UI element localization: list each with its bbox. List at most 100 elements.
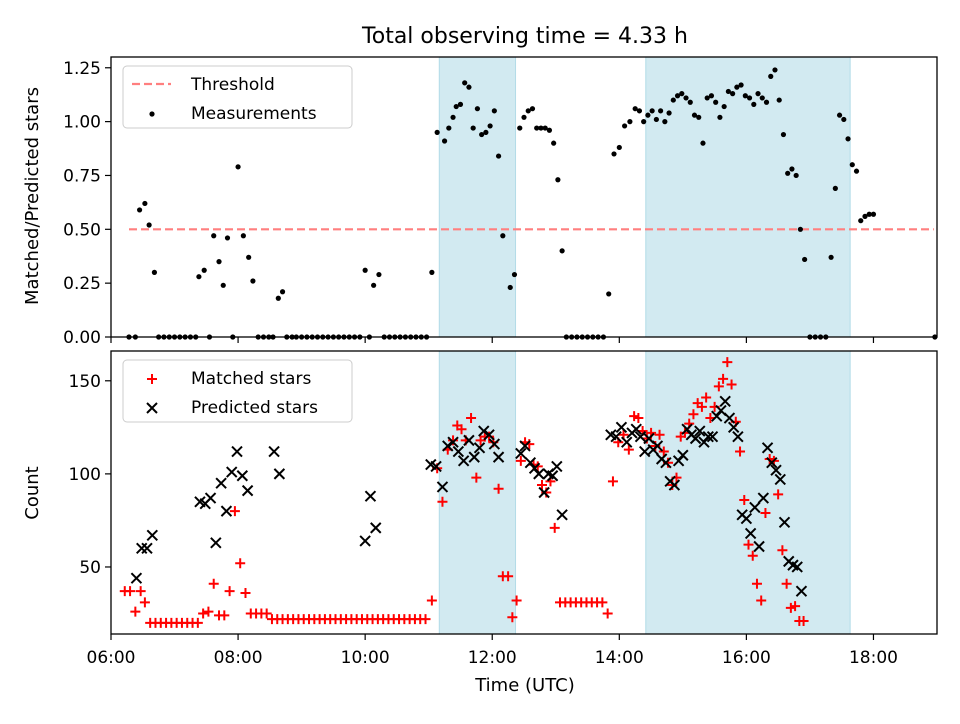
top-measurements-point [622, 123, 628, 129]
top-measurements-point [658, 108, 664, 114]
top-measurements-point [751, 101, 757, 107]
bottom-matched-stars-point [198, 608, 209, 619]
top-measurements-point [240, 233, 246, 239]
bottom-predicted-stars-point [546, 470, 559, 482]
bottom-predicted-stars-point [761, 442, 774, 454]
bottom-predicted-stars-point [226, 466, 238, 478]
top-y-tick-label: 0.00 [63, 328, 101, 348]
bottom-matched-stars-point [448, 435, 459, 446]
top-measurements-point [529, 106, 536, 112]
top-measurements-point [500, 233, 506, 239]
bottom-matched-stars-point [722, 357, 733, 368]
top-measurements-point [450, 114, 456, 120]
x-tick-label: 06:00 [87, 648, 136, 668]
bottom-predicted-stars-point [231, 445, 243, 458]
top-measurements-point [734, 84, 740, 90]
bottom-predicted-stars-point [483, 429, 495, 441]
bottom-legend: Matched stars Predicted stars [122, 359, 353, 423]
bottom-matched-stars-point [456, 424, 467, 435]
bottom-predicted-stars-point [668, 479, 681, 491]
top-measurements-point [730, 91, 736, 97]
bottom-matched-stars-point [633, 413, 644, 424]
top-measurements-point [362, 267, 368, 273]
bottom-predicted-stars-point [442, 440, 454, 452]
bottom-predicted-stars-point [778, 516, 791, 528]
bottom-matched-stars-point [747, 550, 758, 561]
bottom-matched-stars-point [240, 588, 251, 599]
bottom-matched-stars-point [471, 472, 482, 483]
bottom-matched-stars-point [760, 507, 771, 518]
top-y-tick-label: 0.25 [63, 274, 101, 294]
bottom-predicted-stars-point [630, 423, 642, 435]
top-measurements-point [462, 80, 468, 86]
bottom-legend-box [122, 359, 353, 423]
bottom-predicted-stars-point [130, 572, 143, 584]
bottom-predicted-stars-point [706, 430, 719, 443]
top-observing-window-1 [438, 56, 517, 338]
bottom-predicted-stars-point [621, 436, 633, 448]
top-measurements-point [151, 269, 158, 275]
top-measurements-point [246, 254, 252, 260]
top-measurements-point [429, 269, 435, 275]
bottom-predicted-stars-point [757, 492, 770, 504]
bottom-predicted-stars-point [551, 460, 563, 473]
bottom-predicted-stars-point [447, 436, 459, 448]
top-measurements-point [434, 129, 440, 135]
top-measurements-point [511, 271, 518, 278]
top-measurements-point [780, 131, 787, 138]
bottom-matched-stars-point [420, 614, 431, 625]
top-measurements-point [224, 235, 231, 241]
bottom-matched-stars-point [658, 446, 669, 457]
top-measurements-point [517, 125, 523, 131]
top-legend-measurements-swatch [149, 111, 155, 117]
top-measurements-point [453, 103, 459, 110]
top-legend-threshold-label: Threshold [190, 75, 275, 95]
top-measurements-point [670, 97, 676, 103]
top-measurements-point [832, 185, 838, 191]
top-measurements-point [683, 95, 689, 101]
bottom-matched-stars-point [798, 615, 809, 626]
top-measurements-point [828, 254, 834, 260]
top-y-tick-label: 0.75 [63, 166, 101, 186]
bottom-y-tick-label: 100 [69, 465, 101, 485]
top-measurements-point [235, 164, 241, 170]
bottom-predicted-stars-point [723, 412, 736, 424]
x-tick-label: 08:00 [214, 648, 263, 668]
top-measurements-point [275, 295, 281, 301]
bottom-matched-stars-point [654, 429, 665, 440]
bottom-matched-stars-point [713, 381, 724, 392]
bottom-predicted-stars-point [740, 512, 753, 525]
bottom-matched-stars-point [597, 597, 608, 608]
top-panel: 0.00 0.25 0.50 0.75 1.00 1.25 Threshold Measure… [63, 56, 938, 348]
top-measurements-point [738, 82, 744, 88]
top-measurements-point [845, 136, 851, 142]
bottom-legend-predicted-stars-label: Predicted stars [191, 398, 318, 418]
bottom-predicted-stars-point [515, 447, 527, 460]
bottom-matched-stars-point [235, 558, 246, 569]
top-measurements-point [470, 125, 476, 131]
bottom-predicted-stars-point [639, 445, 651, 458]
top-measurements-point [789, 166, 795, 172]
top-measurements-point [632, 106, 638, 112]
bottom-predicted-stars-point [136, 542, 148, 555]
bottom-predicted-stars-point [241, 484, 254, 497]
bottom-predicted-stars-point [473, 442, 486, 454]
top-measurements-point [636, 108, 643, 114]
bottom-predicted-stars-point [770, 464, 782, 476]
bottom-matched-stars-point [602, 608, 613, 619]
bottom-predicted-stars-point [220, 505, 233, 517]
bottom-predicted-stars-point [702, 430, 714, 443]
bottom-predicted-stars-point [634, 430, 647, 443]
top-measurements-point [446, 125, 452, 131]
top-measurements-point [479, 131, 485, 138]
x-axis-label: Time (UTC) [474, 675, 575, 696]
top-measurements-point [627, 119, 633, 125]
bottom-predicted-stars-point [795, 585, 808, 597]
bottom-predicted-stars-point [268, 445, 280, 458]
bottom-predicted-stars-point [753, 540, 765, 553]
bottom-predicted-stars-point [615, 421, 628, 434]
bottom-predicted-stars-point [766, 457, 778, 469]
top-measurements-point [700, 140, 706, 146]
bottom-predicted-stars-point [694, 425, 706, 437]
